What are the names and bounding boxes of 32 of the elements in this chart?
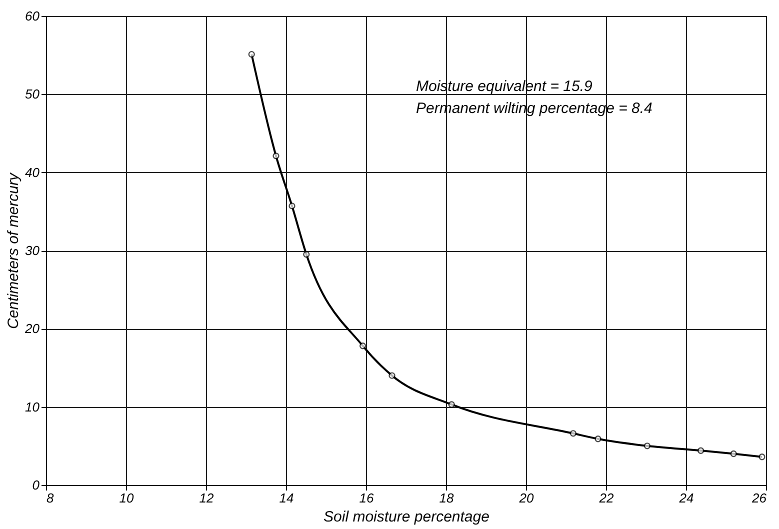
- x-tick-label: 8: [46, 490, 54, 506]
- point: [288, 202, 296, 210]
- point: [730, 450, 737, 458]
- y-tick-label: 50: [25, 86, 40, 102]
- point: [388, 372, 396, 379]
- point: [272, 152, 280, 160]
- x-axis-title: Soil moisture percentage: [324, 508, 490, 526]
- point: [248, 50, 255, 58]
- y-tick-label: 40: [25, 164, 40, 180]
- x-tick-label: 24: [678, 490, 694, 506]
- point: [359, 342, 366, 350]
- point: [448, 401, 455, 408]
- y-tick-label: 10: [25, 399, 40, 414]
- point: [570, 430, 577, 437]
- point: [644, 442, 651, 450]
- point: [697, 447, 704, 454]
- y-axis-title: Centimeters of mercury: [5, 172, 22, 329]
- y-tick-label: 20: [24, 321, 40, 336]
- x-tick-label: 16: [359, 490, 374, 506]
- x-tick-label: 20: [518, 490, 534, 506]
- x-tick-label: 26: [751, 490, 768, 506]
- x-tick-label: 10: [119, 490, 134, 506]
- x-tick-label: 14: [279, 490, 294, 506]
- x-tick-label: 18: [439, 490, 454, 506]
- y-tick-label: 0: [32, 478, 40, 492]
- x-tick-label: 12: [199, 490, 214, 506]
- y-tick-label: 30: [25, 243, 40, 258]
- point: [758, 454, 766, 460]
- y-tick-label: 60: [25, 8, 40, 24]
- point: [594, 436, 602, 442]
- point: [303, 251, 310, 258]
- x-tick-label: 22: [598, 490, 614, 506]
